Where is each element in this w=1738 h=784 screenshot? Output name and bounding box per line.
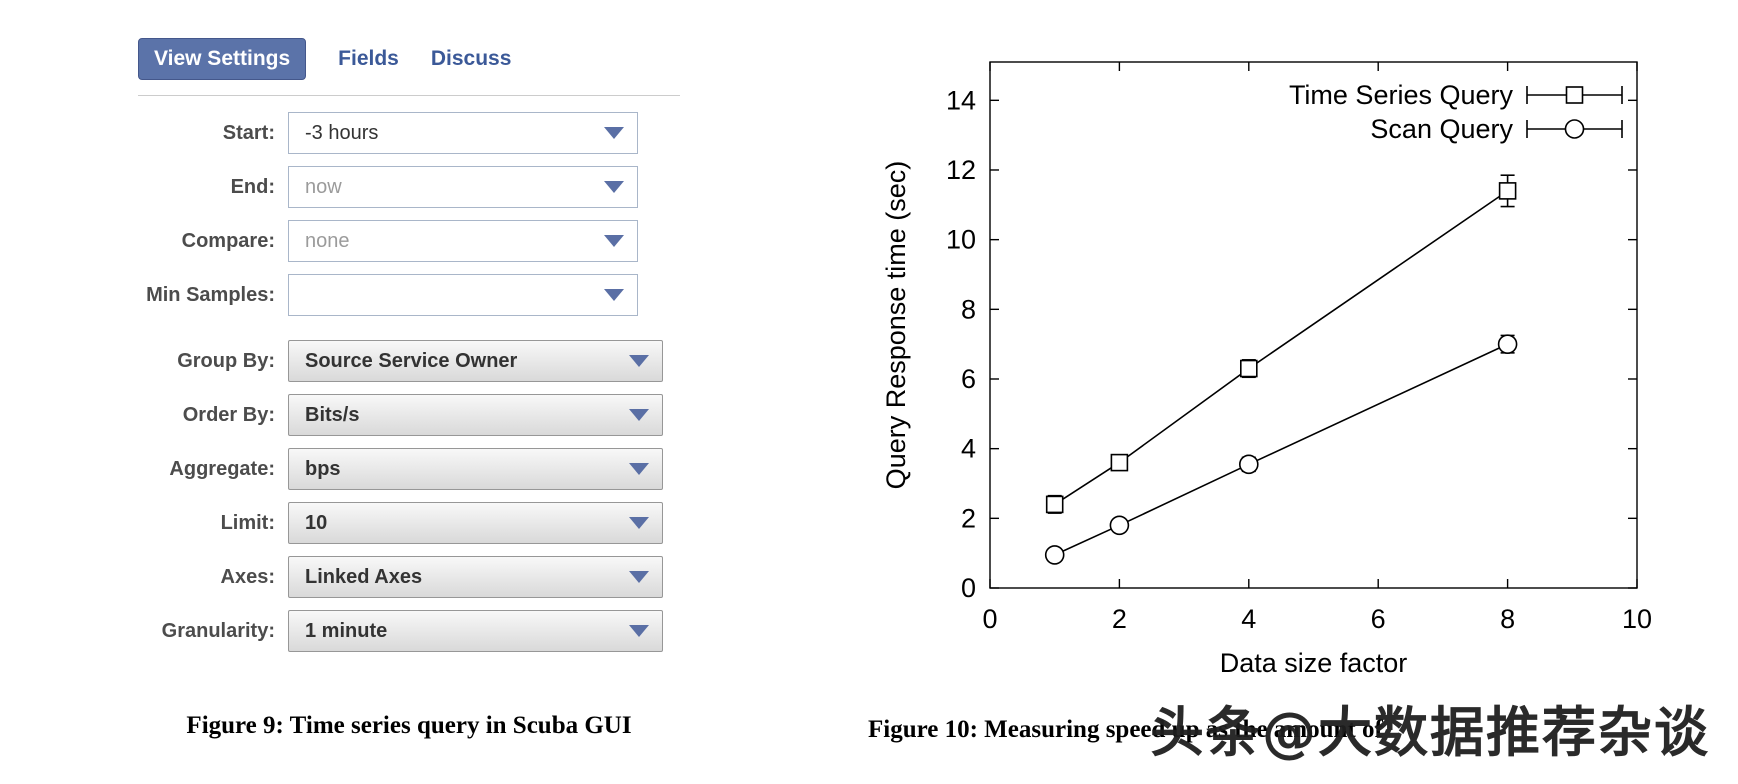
svg-text:14: 14 — [946, 85, 976, 115]
start-value: -3 hours — [305, 121, 379, 144]
svg-text:6: 6 — [1371, 604, 1386, 634]
order-by-label: Order By: — [182, 403, 275, 426]
svg-text:2: 2 — [961, 503, 976, 533]
limit-label: Limit: — [220, 511, 275, 534]
chevron-down-icon — [629, 463, 649, 475]
tab-divider — [138, 95, 680, 96]
svg-text:Scan Query: Scan Query — [1370, 114, 1513, 144]
order-by-value: Bits/s — [305, 403, 360, 426]
chevron-down-icon — [604, 235, 624, 247]
form-row-end: End: now — [138, 166, 663, 208]
svg-text:4: 4 — [961, 434, 976, 464]
aggregate-dropdown[interactable]: bps — [288, 448, 663, 490]
form-row-limit: Limit: 10 — [138, 502, 663, 544]
chevron-down-icon — [629, 571, 649, 583]
svg-text:2: 2 — [1112, 604, 1127, 634]
chevron-down-icon — [629, 517, 649, 529]
svg-text:12: 12 — [946, 155, 976, 185]
figure9-caption: Figure 9: Time series query in Scuba GUI — [186, 712, 632, 739]
end-label: End: — [230, 175, 275, 198]
aggregate-label: Aggregate: — [169, 457, 275, 480]
form-row-aggregate: Aggregate: bps — [138, 448, 663, 490]
end-dropdown[interactable]: now — [288, 166, 638, 208]
svg-text:Time Series Query: Time Series Query — [1289, 80, 1514, 110]
svg-text:8: 8 — [961, 294, 976, 324]
svg-text:6: 6 — [961, 364, 976, 394]
svg-text:0: 0 — [961, 573, 976, 603]
tab-bar: View Settings Fields Discuss — [138, 38, 511, 80]
speedup-line-chart: 0 2 4 6 8 10 0 2 4 6 8 10 12 14 Data size factor Query … — [881, 61, 1652, 678]
chevron-down-icon — [629, 355, 649, 367]
svg-text:10: 10 — [1622, 604, 1652, 634]
form-row-granularity: Granularity: 1 minute — [138, 610, 663, 652]
start-dropdown[interactable]: -3 hours — [288, 112, 638, 154]
axes-label: Axes: — [220, 565, 275, 588]
form-row-compare: Compare: none — [138, 220, 663, 262]
compare-label: Compare: — [181, 229, 275, 252]
form-row-start: Start: -3 hours — [138, 112, 663, 154]
granularity-dropdown[interactable]: 1 minute — [288, 610, 663, 652]
end-value: now — [305, 175, 342, 198]
limit-dropdown[interactable]: 10 — [288, 502, 663, 544]
chevron-down-icon — [629, 625, 649, 637]
tab-view-settings[interactable]: View Settings — [138, 38, 307, 80]
svg-text:Query Response time (sec): Query Response time (sec) — [881, 161, 911, 490]
chevron-down-icon — [604, 127, 624, 139]
tab-discuss[interactable]: Discuss — [431, 39, 512, 79]
svg-text:0: 0 — [982, 604, 997, 634]
form-row-min-samples: Min Samples: — [138, 274, 663, 316]
chevron-down-icon — [604, 181, 624, 193]
granularity-label: Granularity: — [161, 619, 275, 642]
compare-dropdown[interactable]: none — [288, 220, 638, 262]
start-label: Start: — [222, 121, 275, 144]
svg-text:4: 4 — [1241, 604, 1256, 634]
axes-dropdown[interactable]: Linked Axes — [288, 556, 663, 598]
limit-value: 10 — [305, 511, 328, 534]
form-row-group-by: Group By: Source Service Owner — [138, 340, 663, 382]
chevron-down-icon — [604, 289, 624, 301]
tab-fields[interactable]: Fields — [338, 39, 399, 79]
group-by-dropdown[interactable]: Source Service Owner — [288, 340, 663, 382]
figure10-caption: Figure 10: Measuring speed up as the amo… — [868, 716, 1383, 743]
form-row-axes: Axes: Linked Axes — [138, 556, 663, 598]
axes-value: Linked Axes — [305, 565, 423, 588]
svg-text:Data size factor: Data size factor — [1220, 648, 1408, 678]
watermark-text: 头条@大数据推荐杂谈 — [1150, 701, 1710, 764]
svg-text:8: 8 — [1500, 604, 1515, 634]
compare-value: none — [305, 229, 350, 252]
order-by-dropdown[interactable]: Bits/s — [288, 394, 663, 436]
svg-text:10: 10 — [946, 225, 976, 255]
granularity-value: 1 minute — [305, 619, 388, 642]
min-samples-label: Min Samples: — [146, 283, 275, 306]
chevron-down-icon — [629, 409, 649, 421]
query-settings-form: Start: -3 hours End: now Compare: none M… — [138, 112, 663, 664]
min-samples-dropdown[interactable] — [288, 274, 638, 316]
aggregate-value: bps — [305, 457, 341, 480]
group-by-value: Source Service Owner — [305, 349, 518, 372]
form-row-order-by: Order By: Bits/s — [138, 394, 663, 436]
group-by-label: Group By: — [177, 349, 275, 372]
